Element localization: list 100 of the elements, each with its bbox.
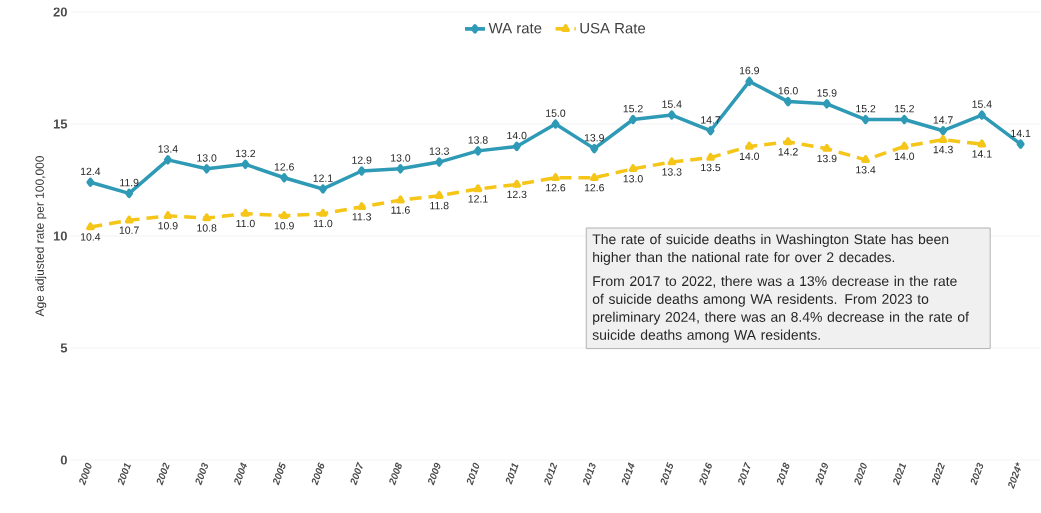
point: [512, 141, 521, 152]
point: [939, 125, 948, 136]
y-axis-title: Age adjusted rate per 100,000: [35, 156, 47, 317]
data-label: 16.0: [778, 87, 798, 95]
data-label: 12.3: [507, 190, 527, 199]
data-label: 14.1: [1011, 129, 1031, 137]
data-label: 13.4: [158, 145, 178, 153]
data-label: 13.0: [623, 174, 643, 183]
x-tick-label: 2005: [273, 462, 286, 486]
data-label: 13.9: [817, 154, 837, 163]
point: [900, 141, 909, 150]
point: [279, 211, 289, 220]
x-tick-label: 2023: [970, 462, 984, 486]
y-tick-label: 10: [53, 231, 67, 241]
x-tick-label: 2008: [389, 462, 402, 486]
x-tick-label: 2021: [893, 463, 907, 486]
x-tick-label: 2018: [776, 462, 790, 486]
data-label: 11.9: [120, 178, 139, 187]
data-label: 11.3: [352, 213, 372, 221]
data-label: 14.0: [507, 131, 527, 140]
data-label: 13.5: [701, 163, 721, 172]
point: [86, 177, 95, 187]
point: [551, 119, 560, 129]
point: [590, 143, 599, 154]
point: [202, 213, 211, 222]
data-label: 15.2: [856, 104, 876, 113]
x-tick-label: 2024*: [1008, 462, 1021, 490]
point: [977, 110, 986, 120]
x-tick-label: 2001: [117, 463, 131, 486]
point: [318, 208, 328, 217]
point: [629, 114, 638, 125]
point: [434, 190, 444, 199]
data-label: 10.4: [81, 233, 101, 241]
data-label: 14.0: [739, 152, 760, 160]
x-tick-label: 2016: [699, 462, 712, 486]
point: [163, 211, 173, 220]
y-tick-label: 0: [60, 455, 67, 465]
data-label: 15.4: [662, 100, 682, 108]
data-label: 13.2: [236, 149, 256, 158]
data-label: 12.1: [313, 174, 333, 182]
point: [744, 141, 754, 150]
point: [396, 195, 405, 204]
data-label: 15.2: [894, 104, 914, 113]
point: [202, 164, 211, 174]
data-label: 11.0: [313, 219, 333, 228]
y-tick-label: 20: [53, 7, 67, 17]
data-label: 10.9: [158, 222, 178, 230]
data-label: 13.0: [197, 154, 217, 162]
point: [435, 157, 444, 167]
x-tick-label: 2022: [931, 462, 945, 486]
x-tick-label: 2020: [854, 462, 867, 486]
data-label: 11.8: [430, 201, 449, 210]
point: [706, 125, 715, 136]
data-label: 16.9: [739, 66, 759, 75]
data-label: 14.2: [778, 148, 798, 156]
point: [357, 202, 367, 211]
point: [783, 137, 793, 146]
data-label: 10.9: [274, 222, 294, 230]
data-label: 13.9: [584, 134, 604, 142]
x-tick-label: 2011: [505, 463, 519, 485]
data-label: 12.6: [584, 183, 604, 192]
point: [900, 114, 909, 125]
point: [473, 146, 482, 156]
data-label: 12.4: [81, 167, 101, 176]
point: [396, 164, 405, 174]
annotation: From 2017 to 2022, there was a 13% decrease in the rate of suicide deaths among WA residents. From 2023 to preliminary 2024, there was an 8.4% decrease in the rate of suicide deaths among WA residents.: [592, 275, 969, 343]
point: [667, 157, 677, 166]
point: [1016, 139, 1025, 149]
point: [280, 173, 289, 183]
point: [241, 159, 250, 170]
data-label: 13.0: [391, 154, 411, 162]
data-label: 14.0: [894, 152, 915, 160]
point: [357, 166, 366, 176]
point: [473, 184, 483, 193]
x-tick-label: 2000: [79, 462, 92, 486]
data-label: 10.7: [119, 226, 139, 234]
point: [706, 152, 715, 161]
point: [822, 143, 832, 152]
x-tick-label: 2012: [544, 462, 558, 486]
data-label: 12.1: [468, 195, 488, 203]
point: [512, 179, 522, 188]
data-label: 13.3: [662, 168, 682, 176]
data-label: 13.3: [429, 147, 449, 155]
x-tick-label: 2014: [621, 462, 635, 486]
data-label: 11.6: [391, 206, 410, 214]
annotation: The rate of suicide deaths in Washington State has been higher than the national rate for over 2 decades.: [592, 233, 949, 265]
x-tick-label: 2009: [428, 462, 441, 486]
x-tick-label: 2002: [156, 462, 170, 486]
point: [124, 215, 134, 224]
data-label: 13.8: [468, 136, 488, 144]
x-tick-label: 2006: [311, 462, 325, 486]
point: [861, 114, 870, 125]
x-tick-label: 2017: [738, 461, 751, 486]
point: [551, 173, 560, 181]
point: [822, 99, 831, 109]
data-label: 12.9: [352, 156, 372, 164]
x-tick-label: 2015: [660, 462, 674, 486]
y-tick-label: 15: [53, 119, 68, 129]
point: [163, 155, 172, 165]
point: [318, 184, 327, 194]
